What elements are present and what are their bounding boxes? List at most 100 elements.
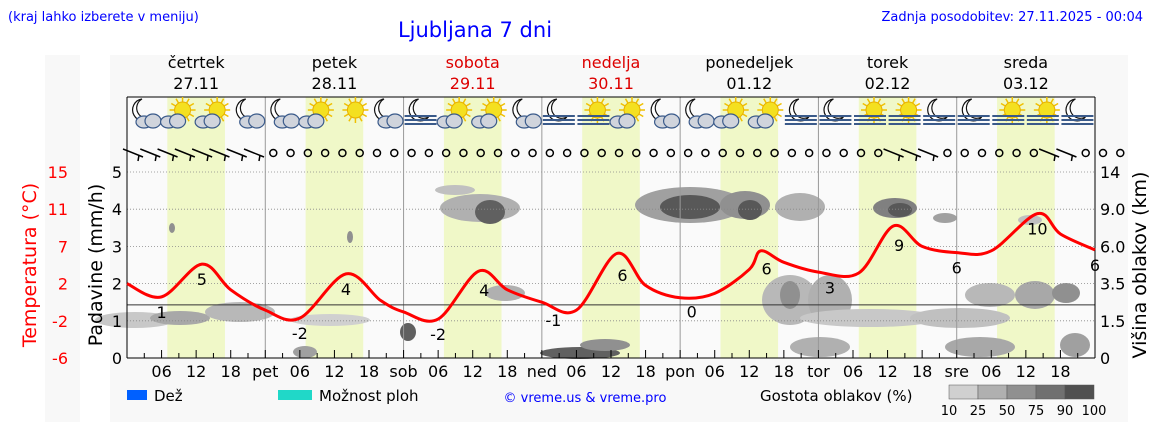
cloud-height-tick-label: 14: [1100, 163, 1120, 182]
temperature-label: 1: [156, 303, 166, 322]
x-tick-label: 06: [566, 362, 586, 381]
wind-barb-shaft: [917, 148, 939, 158]
wind-barb-icon: [1056, 148, 1077, 162]
daylight-band: [720, 97, 779, 358]
wind-barb-icon: [900, 148, 922, 162]
wind-calm-icon: [580, 148, 589, 158]
x-tick-label: 18: [359, 362, 379, 381]
sun-ray: [220, 98, 225, 104]
cloud-shape: [524, 113, 542, 129]
wind-barb-icon: [209, 148, 230, 162]
showers-label: Možnost ploh: [319, 387, 419, 405]
sun-ray: [361, 113, 368, 118]
density-scale-swatch: [977, 384, 1008, 400]
sun-ray: [185, 98, 190, 104]
sun-ray: [638, 113, 644, 118]
x-tick-label: 18: [221, 362, 241, 381]
cloud-height-tick-label: 1.5: [1100, 312, 1125, 331]
wind-barb-shaft: [1056, 148, 1077, 158]
sun-fog-icon: [992, 97, 1026, 125]
wind-barb-flag: [915, 154, 918, 162]
temp-tick-label: 2: [58, 275, 68, 294]
wind-calm-icon: [441, 148, 451, 158]
moon-cloud-icon: [270, 98, 300, 129]
temperature-label: -2: [430, 325, 446, 344]
wind-calm-icon: [753, 148, 762, 158]
cloud-shape: [282, 113, 300, 129]
moon-fog-icon: [819, 98, 852, 125]
cloud-density-label: Gostota oblakov (%): [760, 387, 913, 405]
temperature-label: 4: [479, 281, 489, 300]
wind-calm-icon: [943, 148, 952, 158]
temp-axis-label: Temperatura (°C): [19, 183, 41, 348]
sun-ray: [739, 98, 743, 104]
day-name: nedelja: [582, 53, 641, 72]
precip-tick-label: 2: [112, 275, 122, 294]
wind-barb-icon: [140, 148, 161, 162]
density-scale-label: 100: [1082, 404, 1107, 419]
temp-tick-label: 15: [48, 163, 68, 182]
temp-tick-label: 11: [48, 200, 68, 219]
wind-calm-icon: [839, 148, 848, 158]
credit-link[interactable]: © vreme.us & vreme.pro: [504, 391, 667, 406]
wind-barb-icon: [883, 148, 904, 162]
cloud-height-tick-label: 9.0: [1100, 200, 1125, 219]
temperature-label: 6: [617, 266, 627, 285]
x-tick-label: sre: [945, 362, 969, 381]
x-tick-label: 12: [1016, 362, 1036, 381]
precip-tick-label: 0: [112, 349, 122, 368]
wind-calm-icon: [995, 148, 1004, 158]
sun-ray: [590, 98, 595, 104]
wind-calm-icon: [320, 148, 330, 158]
sun-ray: [1000, 102, 1006, 107]
sun-ray: [1053, 102, 1059, 107]
sun-ray: [465, 102, 471, 107]
cloud-shape: [445, 113, 463, 129]
x-tick-label: 12: [739, 362, 759, 381]
sun-ray: [343, 113, 349, 118]
sun-cloud-icon: [747, 97, 784, 129]
sun-disc: [1038, 101, 1056, 119]
cloud-density-blob: [150, 311, 210, 325]
x-tick-label: 18: [1050, 362, 1070, 381]
x-tick-label: 12: [186, 362, 206, 381]
sun-ray: [742, 113, 748, 118]
sun-ray: [773, 116, 778, 122]
temperature-label: 0: [687, 302, 697, 321]
sun-ray: [205, 102, 211, 107]
sun-ray: [324, 98, 329, 104]
temperature-label: 9: [894, 236, 904, 255]
temperature-label: 3: [825, 278, 835, 297]
cloud-density-blob: [775, 193, 825, 221]
wind-barb-flag: [189, 154, 192, 162]
wind-calm-icon: [735, 148, 745, 158]
sun-ray: [866, 98, 871, 104]
sun-ray: [309, 102, 315, 107]
wind-calm-icon: [1029, 148, 1039, 158]
sun-ray: [635, 98, 640, 104]
cloud-shape: [386, 113, 404, 129]
precip-axis-label: Padavine (mm/h): [85, 184, 107, 347]
wind-calm-icon: [960, 148, 969, 158]
cloud-density-blob: [485, 285, 525, 301]
wind-barb-flag: [223, 154, 227, 162]
wind-barb-icon: [157, 148, 178, 162]
location-hint[interactable]: (kraj lahko izberete v meniju): [8, 10, 199, 25]
sun-ray: [327, 113, 333, 118]
sun-ray: [223, 113, 229, 118]
moon-fog-icon: [404, 98, 437, 125]
wind-calm-icon: [303, 148, 313, 158]
sun-icon: [342, 97, 369, 123]
cloud-height-tick-label: 6.0: [1100, 237, 1125, 256]
density-scale-label: 75: [1028, 404, 1045, 419]
x-tick-label: 12: [601, 362, 621, 381]
x-tick-label: 06: [981, 362, 1001, 381]
sun-ray: [776, 102, 782, 107]
cloud-density-blob: [800, 309, 940, 327]
wind-calm-icon: [1012, 148, 1021, 158]
temperature-label: 4: [341, 280, 351, 299]
wind-barb-icon: [226, 148, 247, 162]
wind-calm-icon: [614, 148, 624, 158]
page-title: Ljubljana 7 dni: [398, 18, 552, 42]
